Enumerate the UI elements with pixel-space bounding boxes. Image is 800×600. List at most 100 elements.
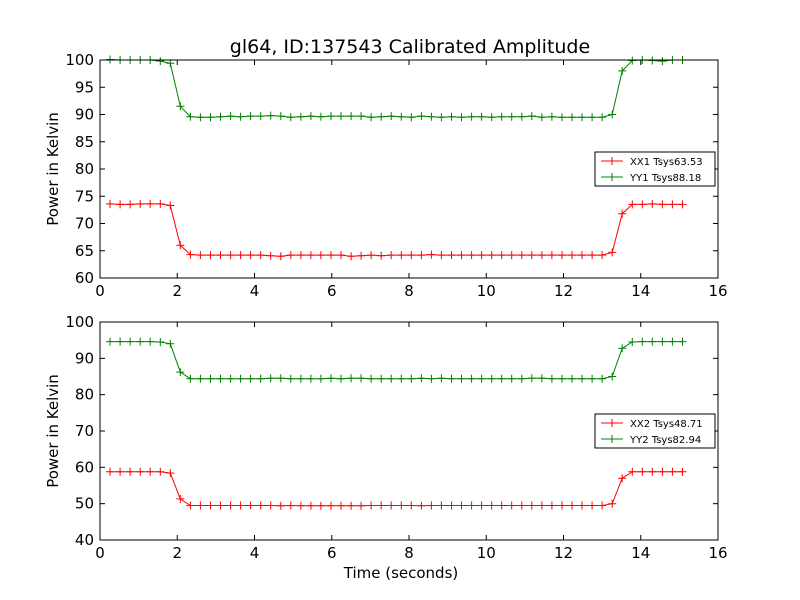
- data-point: [357, 112, 366, 121]
- x-tick-label: 4: [250, 544, 260, 562]
- data-point: [668, 337, 677, 346]
- data-point: [397, 501, 406, 510]
- data-point: [387, 501, 396, 510]
- data-point: [507, 112, 516, 121]
- data-point: [327, 251, 335, 260]
- x-tick-label: 6: [327, 282, 337, 300]
- x-tick-label: 6: [327, 544, 337, 562]
- data-point: [116, 467, 125, 476]
- x-axis-label: Time (seconds): [343, 564, 459, 582]
- data-point: [437, 374, 446, 383]
- data-point: [186, 501, 195, 510]
- data-point: [547, 374, 556, 383]
- data-point: [527, 374, 536, 383]
- data-point: [266, 251, 275, 260]
- data-point: [226, 112, 235, 121]
- legend-entry: YY1 Tsys88.18: [629, 173, 701, 184]
- data-point: [136, 199, 145, 208]
- data-point: [558, 251, 566, 260]
- y-tick-label: 65: [75, 242, 94, 260]
- series-line-xx2: [110, 471, 683, 507]
- data-point: [347, 252, 356, 261]
- top-plot: 0 2 4 6 8 10 12 14 16 60 65 70 75 80 85 90 95 100 Power in…: [44, 51, 728, 300]
- data-point: [427, 501, 436, 510]
- data-point: [276, 112, 285, 121]
- x-tick-label: 0: [95, 282, 105, 300]
- data-point: [608, 372, 617, 381]
- data-point: [658, 337, 667, 346]
- y-tick-label: 100: [65, 313, 94, 331]
- data-point: [296, 251, 305, 260]
- data-point: [146, 467, 155, 476]
- data-point: [598, 374, 607, 383]
- data-point: [497, 374, 506, 383]
- data-point: [457, 501, 466, 510]
- data-point: [266, 374, 275, 383]
- data-point: [467, 251, 476, 260]
- data-point: [377, 374, 386, 383]
- data-point: [457, 251, 466, 260]
- data-point: [437, 251, 446, 260]
- data-point: [678, 337, 687, 346]
- data-point: [427, 250, 436, 259]
- data-point: [648, 199, 657, 208]
- data-point: [156, 199, 165, 208]
- data-point: [166, 201, 175, 210]
- data-point: [547, 112, 556, 121]
- data-point: [246, 501, 255, 510]
- data-point: [437, 113, 446, 122]
- y-tick-label: 40: [75, 531, 94, 549]
- data-point: [517, 374, 526, 383]
- data-point: [578, 251, 586, 260]
- data-point: [387, 112, 396, 121]
- y-tick-label: 80: [75, 160, 94, 178]
- data-point: [337, 112, 345, 121]
- data-point: [537, 501, 546, 510]
- data-point: [216, 251, 225, 260]
- data-point: [427, 374, 436, 383]
- legend-entry: XX2 Tsys48.71: [630, 419, 703, 430]
- data-point: [527, 251, 536, 260]
- y-tick-label: 70: [75, 422, 94, 440]
- data-point: [517, 501, 526, 510]
- data-point: [236, 112, 245, 121]
- data-point: [226, 251, 235, 260]
- data-point: [558, 113, 566, 122]
- chart-title: gl64, ID:137543 Calibrated Amplitude: [230, 36, 590, 58]
- series-line-xx1: [109, 203, 683, 257]
- legend: XX2 Tsys48.71 YY2 Tsys82.94: [594, 413, 716, 449]
- data-point: [337, 251, 345, 260]
- data-point: [206, 374, 215, 383]
- data-point: [628, 338, 637, 346]
- data-point: [568, 251, 576, 260]
- data-point: [497, 112, 506, 121]
- data-point: [296, 374, 305, 383]
- data-point: [467, 501, 476, 510]
- data-point: [236, 251, 245, 260]
- data-point: [658, 467, 667, 476]
- data-point: [507, 374, 516, 383]
- bottom-plot: 0 2 4 6 8 10 12 14 16 40 50 60 70 80 90 100 Power in Kel…: [44, 313, 728, 582]
- data-point: [558, 501, 566, 510]
- data-point: [558, 374, 566, 383]
- data-point: [206, 251, 215, 260]
- data-point: [216, 501, 225, 510]
- data-point: [447, 112, 456, 121]
- data-point: [106, 337, 114, 346]
- legend-marker: [608, 157, 616, 165]
- data-point: [216, 374, 225, 383]
- data-point: [156, 57, 165, 66]
- data-point: [407, 501, 416, 510]
- x-tick-label: 2: [172, 282, 182, 300]
- legend-marker: [608, 173, 616, 181]
- data-point: [306, 251, 315, 260]
- data-point: [146, 199, 155, 208]
- data-point: [367, 501, 376, 510]
- data-point: [547, 251, 556, 260]
- data-point: [527, 112, 536, 121]
- legend-entry: XX1 Tsys63.53: [630, 157, 703, 168]
- data-point: [457, 374, 466, 383]
- data-point: [678, 200, 687, 209]
- data-point: [166, 59, 175, 68]
